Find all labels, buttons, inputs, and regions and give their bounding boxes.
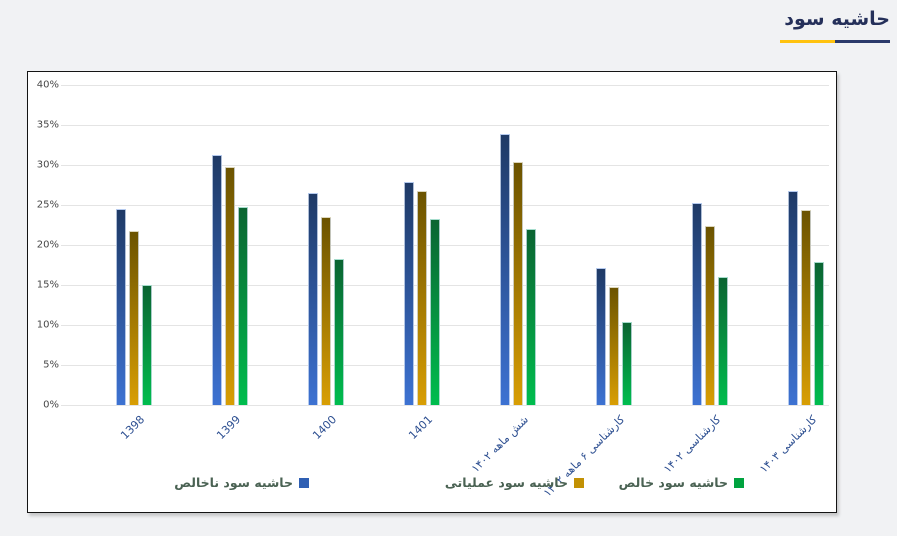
bar[interactable] bbox=[430, 219, 440, 405]
legend-item[interactable]: حاشیه سود خالص bbox=[619, 475, 744, 490]
y-axis: 0% 5% 10% 15% 20% 25% 30% 35% 40% bbox=[30, 80, 59, 411]
gridline bbox=[61, 85, 829, 86]
page-title: حاشیه سود bbox=[784, 8, 890, 30]
y-tick-label: 20% bbox=[36, 239, 59, 251]
bar[interactable] bbox=[500, 134, 510, 405]
bar[interactable] bbox=[622, 322, 632, 405]
bar[interactable] bbox=[814, 262, 824, 405]
y-tick-label: 0% bbox=[43, 399, 59, 411]
y-tick-label: 10% bbox=[36, 319, 59, 331]
y-tick-label: 35% bbox=[36, 119, 59, 131]
bar[interactable] bbox=[321, 217, 331, 405]
y-tick-label: 25% bbox=[36, 199, 59, 211]
bar[interactable] bbox=[212, 155, 222, 405]
title-underline bbox=[780, 40, 890, 43]
legend-item[interactable]: حاشیه سود ناخالص bbox=[174, 475, 309, 490]
bar[interactable] bbox=[788, 191, 798, 405]
bar[interactable] bbox=[142, 285, 152, 405]
legend-swatch bbox=[574, 477, 584, 488]
x-axis-labels: 1398 1399 1400 1401 شش ماهه ۱۴۰۲ کارشناسی ۶ م… bbox=[61, 405, 829, 499]
bar[interactable] bbox=[116, 209, 126, 405]
chart-legend: حاشیه سود ناخالص حاشیه سود عملیاتی حاشیه س… bbox=[28, 475, 836, 497]
x-tick-label: 1398 bbox=[118, 413, 148, 442]
gridline bbox=[61, 405, 829, 406]
legend-swatch bbox=[734, 477, 744, 488]
y-tick-label: 5% bbox=[43, 359, 59, 371]
plot-area bbox=[61, 85, 829, 406]
bar[interactable] bbox=[801, 210, 811, 405]
x-tick-label: شش ماهه ۱۴۰۲ bbox=[469, 413, 532, 476]
gridline bbox=[61, 325, 829, 326]
gridline bbox=[61, 285, 829, 286]
bar-group bbox=[596, 85, 632, 405]
gridline bbox=[61, 125, 829, 126]
y-tick-label: 30% bbox=[36, 159, 59, 171]
x-tick-label: 1400 bbox=[310, 413, 340, 442]
gridline bbox=[61, 245, 829, 246]
bar[interactable] bbox=[238, 207, 248, 405]
legend-label: حاشیه سود عملیاتی bbox=[444, 475, 568, 490]
y-tick-label: 15% bbox=[36, 279, 59, 291]
bar[interactable] bbox=[705, 226, 715, 405]
bar[interactable] bbox=[596, 268, 606, 405]
bar-group bbox=[692, 85, 728, 405]
bar-group bbox=[788, 85, 824, 405]
title-underline-navy bbox=[835, 40, 890, 43]
gridline bbox=[61, 165, 829, 166]
bar-group bbox=[308, 85, 344, 405]
bar[interactable] bbox=[334, 259, 344, 405]
title-underline-gold bbox=[780, 40, 835, 43]
bar[interactable] bbox=[404, 182, 414, 405]
bar[interactable] bbox=[417, 191, 427, 405]
x-tick-label: 1399 bbox=[214, 413, 244, 442]
profit-margin-chart: 0% 5% 10% 15% 20% 25% 30% 35% 40% 1398 1399 1400 14… bbox=[27, 71, 837, 513]
bar-group bbox=[404, 85, 440, 405]
bar-group bbox=[212, 85, 248, 405]
bar[interactable] bbox=[225, 167, 235, 405]
x-tick-label: کارشناسی ۱۴۰۳ bbox=[756, 413, 820, 476]
bar-group bbox=[116, 85, 152, 405]
bar[interactable] bbox=[308, 193, 318, 405]
bar[interactable] bbox=[513, 162, 523, 405]
bar-group bbox=[500, 85, 536, 405]
bar[interactable] bbox=[718, 277, 728, 405]
legend-label: حاشیه سود خالص bbox=[618, 475, 728, 490]
bar[interactable] bbox=[129, 231, 139, 405]
title-block: حاشیه سود bbox=[772, 8, 890, 43]
legend-item[interactable]: حاشیه سود عملیاتی bbox=[445, 475, 584, 490]
legend-swatch bbox=[299, 477, 309, 488]
x-tick-label: 1401 bbox=[406, 413, 436, 442]
gridline bbox=[61, 205, 829, 206]
legend-label: حاشیه سود ناخالص bbox=[174, 475, 293, 490]
y-tick-label: 40% bbox=[36, 79, 59, 91]
gridline bbox=[61, 365, 829, 366]
bar[interactable] bbox=[609, 287, 619, 405]
bar[interactable] bbox=[526, 229, 536, 405]
bar[interactable] bbox=[692, 203, 702, 405]
x-tick-label: کارشناسی ۱۴۰۲ bbox=[660, 413, 724, 476]
